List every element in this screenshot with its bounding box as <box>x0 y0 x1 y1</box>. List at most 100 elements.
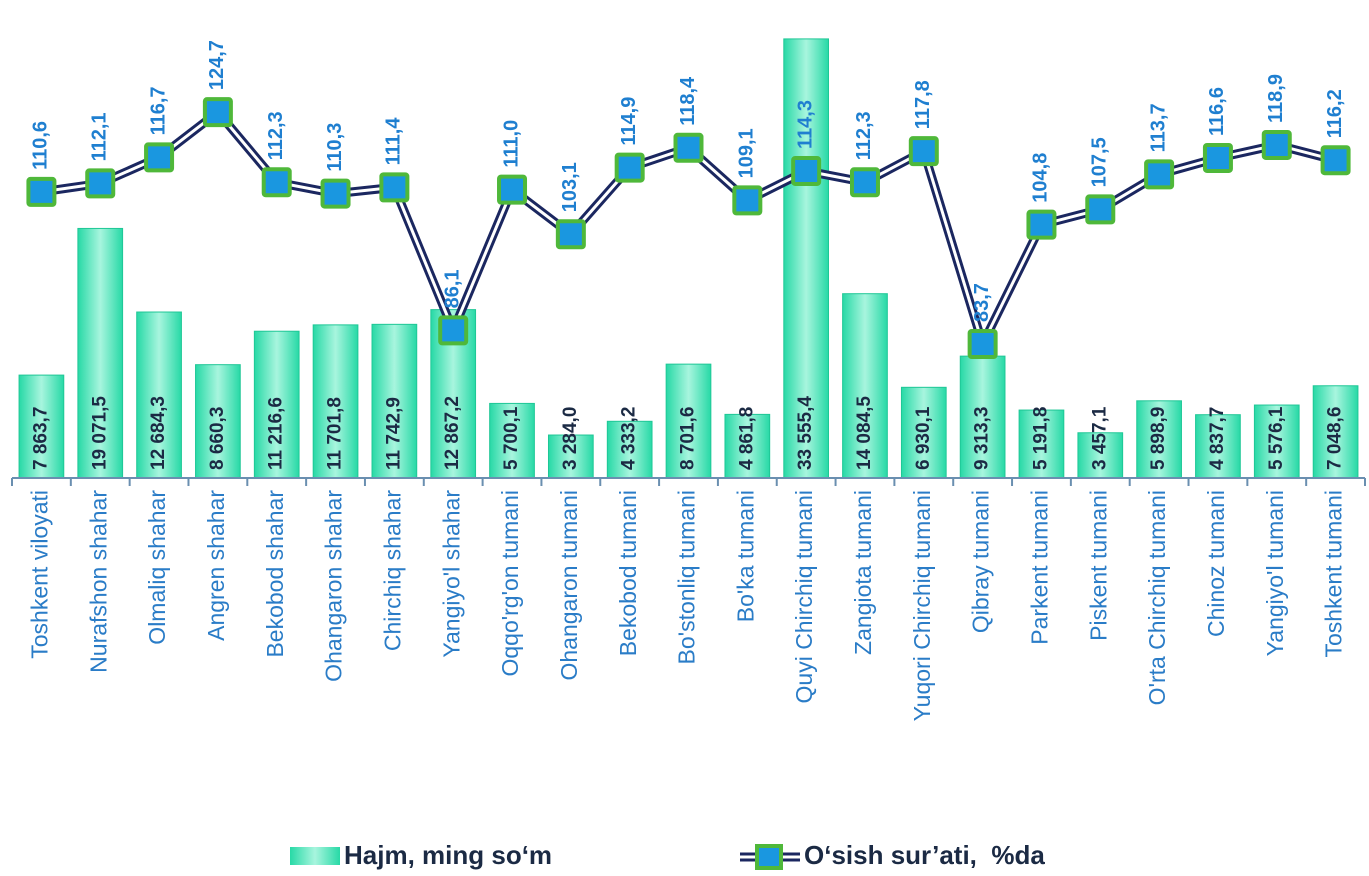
bar <box>1195 414 1241 479</box>
line-marker <box>1202 142 1233 173</box>
line-marker <box>1026 209 1057 240</box>
x-tick-label: Chirchiq shahar <box>379 490 405 651</box>
x-tick-label: Angren shahar <box>203 490 229 641</box>
line-marker <box>673 132 704 163</box>
line-value-label: 111,0 <box>500 120 522 168</box>
line-marker <box>908 136 939 167</box>
x-tick-label: Yangiyo'l tumani <box>1262 490 1288 656</box>
x-tick-label: Bekobod shahar <box>262 490 288 658</box>
legend-label: O‘sish sur’ati, %da <box>804 840 1045 870</box>
line-value-label: 113,7 <box>1147 103 1169 152</box>
x-tick-label: Chinoz tumani <box>1203 490 1229 637</box>
line-value-label: 86,1 <box>441 269 463 308</box>
line-value-label: 118,4 <box>677 76 699 126</box>
bar-value-label: 3 457,1 <box>1089 406 1110 470</box>
bar-value-label: 8 701,6 <box>678 407 699 470</box>
bar <box>1018 409 1065 479</box>
bar-value-label: 4 333,2 <box>619 407 640 470</box>
x-tick-label: O'rta Chirchiq tumani <box>1144 490 1170 705</box>
line-value-label: 114,9 <box>618 97 640 146</box>
bar-value-label: 19 071,5 <box>89 396 110 470</box>
line-marker <box>1085 194 1116 225</box>
x-tick-label: Oqqo'rg'on tumani <box>497 490 523 677</box>
bar-value-label: 7 863,7 <box>30 407 51 470</box>
bar-value-label: 11 216,6 <box>266 397 287 470</box>
line-marker <box>1261 129 1292 160</box>
x-tick-label: Toshkent tumani <box>1321 490 1347 657</box>
bar-value-label: 4 837,7 <box>1207 407 1228 470</box>
x-tick-label: Toshkent viloyati <box>26 490 52 659</box>
bar <box>665 363 712 479</box>
bar <box>18 374 65 479</box>
line-value-label: 110,6 <box>30 121 52 170</box>
bar-value-label: 12 684,3 <box>148 396 169 470</box>
bar <box>606 420 653 479</box>
line-value-label: 109,1 <box>736 128 758 178</box>
line-marker <box>438 315 469 346</box>
x-tick-label: Olmaliq shahar <box>144 490 170 645</box>
bar <box>1136 400 1182 479</box>
legend-marker <box>755 844 783 870</box>
bar <box>77 227 124 479</box>
line-marker <box>1320 145 1351 176</box>
x-tick-label: Bo'ka tumani <box>732 490 758 622</box>
bar <box>959 355 1006 479</box>
line-marker <box>85 168 116 199</box>
x-tick-label: Quyi Chirchiq tumani <box>791 490 817 703</box>
line-value-label: 117,8 <box>912 80 934 129</box>
bar-value-label: 12 867,2 <box>442 396 463 470</box>
line-marker <box>497 174 528 205</box>
bar-value-label: 5 898,9 <box>1148 407 1169 470</box>
x-tick-label: Yuqori Chirchiq tumani <box>909 490 935 721</box>
bar-value-label: 9 313,3 <box>972 407 993 470</box>
line-marker <box>261 167 292 198</box>
line-value-label: 124,7 <box>206 40 228 90</box>
line-value-label: 107,5 <box>1089 137 1111 187</box>
line-value-label: 116,2 <box>1324 89 1346 138</box>
x-tick-label: Qibray tumani <box>968 490 994 633</box>
bar <box>136 311 182 479</box>
bar-value-label: 5 700,1 <box>501 406 522 470</box>
bar-value-label: 5 191,8 <box>1030 407 1051 470</box>
line-marker <box>732 185 763 216</box>
x-tick-label: Bo'stonliq tumani <box>674 490 700 664</box>
x-tick-label: Nurafshon shahar <box>85 490 111 673</box>
bar-value-label: 5 576,1 <box>1266 406 1287 470</box>
line-value-label: 112,1 <box>89 112 111 161</box>
bar <box>842 293 888 479</box>
line-value-label: 112,3 <box>853 111 875 160</box>
line-value-label: 116,7 <box>147 86 169 135</box>
x-tick-label: Parkent tumani <box>1027 490 1053 645</box>
x-tick-label: Ohangaron shahar <box>321 490 347 682</box>
bar <box>1253 404 1300 479</box>
bar <box>1077 432 1124 479</box>
bar-value-label: 6 930,1 <box>913 406 934 470</box>
line-value-label: 103,1 <box>559 162 581 212</box>
line-value-label: 111,4 <box>383 117 405 166</box>
line-marker <box>791 155 822 186</box>
bar-value-label: 3 284,0 <box>560 407 581 470</box>
legend-label: Hajm, ming so‘m <box>344 840 552 870</box>
line-value-label: 83,7 <box>971 283 993 322</box>
bar <box>783 38 830 479</box>
x-tick-label: Ohangaron tumani <box>556 490 582 681</box>
line-value-label: 104,8 <box>1030 153 1052 203</box>
line-marker <box>614 152 645 183</box>
line-value-label: 118,9 <box>1265 74 1287 123</box>
bar <box>1312 385 1359 479</box>
line-marker <box>1144 159 1175 190</box>
x-tick-label: Piskent tumani <box>1085 490 1111 641</box>
x-tick-label: Yangiyo'l shahar <box>438 490 464 658</box>
bar-value-label: 11 701,8 <box>325 397 346 470</box>
line-value-label: 114,3 <box>794 100 816 149</box>
bar <box>547 434 594 479</box>
bar-value-label: 14 084,5 <box>854 396 875 470</box>
legend-swatch <box>290 847 340 865</box>
bar <box>195 364 241 479</box>
bar-value-label: 11 742,9 <box>383 397 404 470</box>
bar-value-label: 4 861,8 <box>736 407 757 470</box>
line-marker <box>202 97 233 128</box>
line-value-label: 110,3 <box>324 123 346 172</box>
